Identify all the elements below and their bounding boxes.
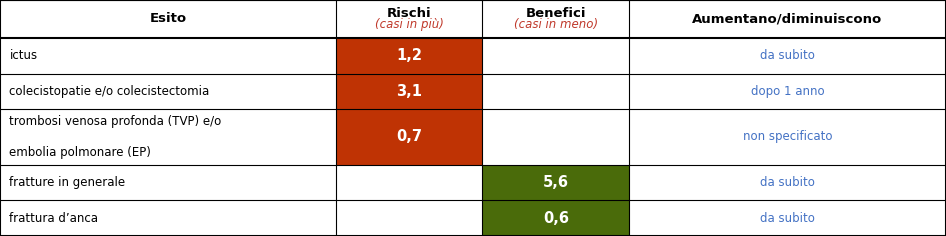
Text: ictus: ictus	[9, 49, 38, 62]
Bar	[0, 109, 946, 165]
Text: colecistopatie e/o colecistectomia: colecistopatie e/o colecistectomia	[9, 85, 210, 98]
Text: Rischi: Rischi	[387, 7, 431, 20]
Text: da subito: da subito	[760, 212, 815, 225]
Text: 0,7: 0,7	[396, 130, 422, 144]
Text: 5,6: 5,6	[543, 175, 569, 190]
Text: embolia polmonare (EP): embolia polmonare (EP)	[9, 146, 151, 159]
Bar	[336, 38, 482, 74]
Bar	[482, 200, 629, 236]
Bar	[0, 38, 946, 74]
Text: da subito: da subito	[760, 49, 815, 62]
Text: dopo 1 anno: dopo 1 anno	[751, 85, 824, 98]
Text: non specificato: non specificato	[743, 131, 832, 143]
Text: da subito: da subito	[760, 176, 815, 189]
Text: (casi in meno): (casi in meno)	[514, 18, 598, 31]
Bar	[336, 109, 482, 165]
Bar	[0, 0, 946, 38]
Bar	[0, 165, 946, 200]
Text: 3,1: 3,1	[396, 84, 422, 99]
Text: Benefici: Benefici	[526, 7, 586, 20]
Text: 0,6: 0,6	[543, 211, 569, 226]
Text: 1,2: 1,2	[396, 48, 422, 63]
Text: Esito: Esito	[149, 13, 186, 25]
Text: fratture in generale: fratture in generale	[9, 176, 126, 189]
Text: trombosi venosa profonda (TVP) e/o: trombosi venosa profonda (TVP) e/o	[9, 115, 221, 128]
Text: (casi in più): (casi in più)	[375, 18, 444, 31]
Text: Aumentano/diminuiscono: Aumentano/diminuiscono	[692, 13, 883, 25]
Bar	[482, 165, 629, 200]
Bar	[0, 74, 946, 109]
Bar	[0, 200, 946, 236]
Text: frattura d’anca: frattura d’anca	[9, 212, 98, 225]
Bar	[336, 74, 482, 109]
